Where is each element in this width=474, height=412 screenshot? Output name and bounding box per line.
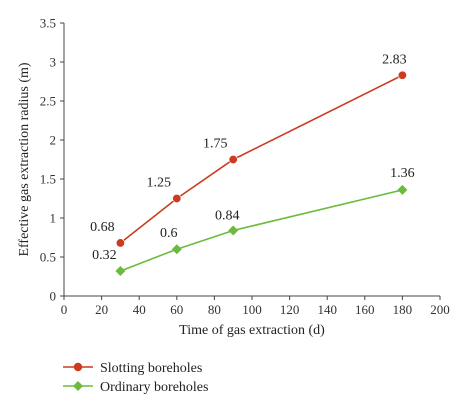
x-tick-label: 80 — [208, 302, 221, 317]
data-label: 0.68 — [90, 220, 115, 235]
y-tick-label: 3.5 — [40, 16, 56, 31]
x-tick-label: 200 — [430, 302, 450, 317]
x-tick-label: 120 — [280, 302, 300, 317]
x-tick-label: 0 — [61, 302, 68, 317]
series-ordinary-boreholes: 0.32 0.6 0.84 1.36 — [92, 166, 415, 277]
data-point — [172, 194, 182, 204]
series-layer: 0.68 1.25 1.75 2.83 0.32 0.6 0.84 1.36 — [90, 52, 415, 277]
x-tick-label: 60 — [170, 302, 183, 317]
x-tick-label: 160 — [355, 302, 375, 317]
x-tick-label: 100 — [242, 302, 262, 317]
x-tick-label: 40 — [133, 302, 146, 317]
legend-label: Slotting boreholes — [100, 361, 202, 376]
data-point — [115, 266, 126, 277]
x-tick-label: 180 — [393, 302, 413, 317]
y-tick-label: 0 — [50, 289, 57, 304]
series-line — [119, 74, 403, 244]
x-tick-label: 140 — [317, 302, 337, 317]
data-label: 0.32 — [92, 248, 117, 263]
data-point — [228, 155, 238, 165]
data-label: 0.6 — [160, 226, 178, 241]
series-line — [120, 189, 403, 272]
data-point — [115, 238, 125, 248]
y-tick-label: 1.5 — [40, 172, 56, 187]
axes — [60, 22, 441, 300]
legend-item: Ordinary boreholes — [63, 380, 208, 395]
x-axis-label: Time of gas extraction (d) — [179, 323, 325, 338]
data-point — [228, 225, 239, 236]
legend-marker — [73, 381, 83, 391]
data-label: 1.36 — [390, 166, 415, 181]
data-point — [397, 184, 408, 195]
data-label: 1.25 — [147, 176, 172, 191]
y-tick-label: 2.5 — [40, 94, 56, 109]
y-tick-label: 0.5 — [40, 250, 56, 265]
y-tick-label: 3 — [50, 55, 57, 70]
data-point — [397, 70, 407, 80]
data-label: 1.75 — [203, 137, 228, 152]
legend-item: Slotting boreholes — [63, 361, 202, 376]
legend-label: Ordinary boreholes — [100, 380, 208, 395]
y-axis-label: Effective gas extraction radius (m) — [17, 62, 32, 256]
data-label: 0.84 — [215, 208, 240, 223]
legend: Slotting boreholes Ordinary boreholes — [63, 361, 208, 395]
tick-labels: 0 20 40 60 80 100 120 140 160 180 200 0 0.5 1 1.5 2 2.5 3… — [40, 16, 450, 318]
data-label: 2.83 — [382, 52, 407, 67]
data-point — [171, 244, 182, 255]
legend-marker — [73, 362, 83, 372]
x-tick-label: 20 — [95, 302, 108, 317]
y-tick-label: 2 — [50, 133, 57, 148]
y-tick-label: 1 — [50, 211, 57, 226]
series-slotting-boreholes: 0.68 1.25 1.75 2.83 — [90, 52, 407, 248]
